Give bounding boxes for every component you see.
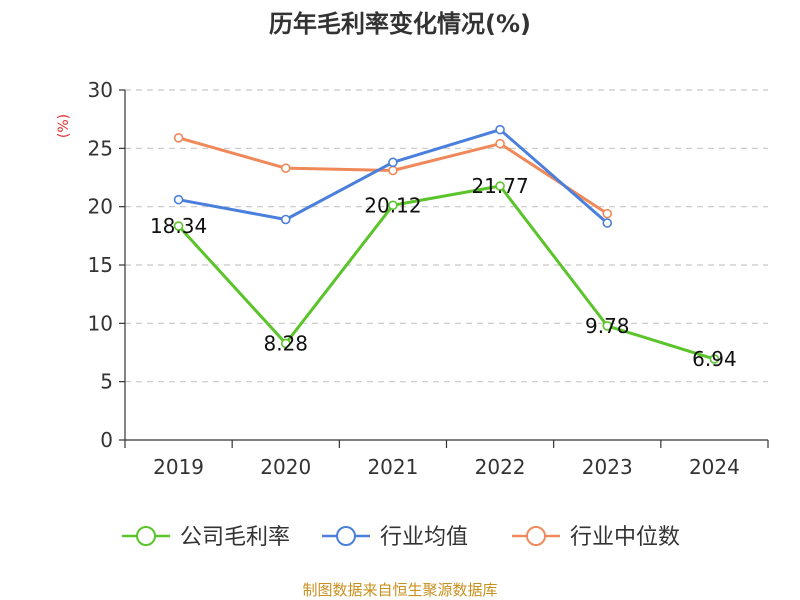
legend-label: 行业中位数 [570, 525, 680, 550]
series-line [177, 184, 715, 361]
data-point [173, 194, 184, 205]
legend: 公司毛利率 行业均值 行业中位数 [122, 525, 680, 550]
data-point [280, 163, 291, 173]
data-point [602, 208, 613, 219]
y-tick-label: 10 [88, 311, 113, 335]
axes: 0 5 10 15 20 25 30 2019 2020 2021 2022 2023 2024 [88, 78, 769, 479]
legend-label: 行业均值 [380, 525, 468, 550]
grid-lines [125, 89, 768, 383]
data-point [602, 321, 613, 331]
data-point [602, 218, 613, 228]
source-note: 制图数据来自恒生聚源数据库 [302, 581, 497, 599]
y-tick-label: 5 [100, 370, 113, 394]
data-point [709, 354, 720, 364]
data-point [173, 133, 184, 143]
y-axis-unit: (%) [56, 114, 72, 138]
data-label: 9.78 [585, 314, 630, 338]
data-label: 18.34 [150, 214, 207, 238]
x-tick-label: 2024 [689, 455, 740, 479]
data-label: 20.12 [364, 193, 421, 217]
data-label: 21.77 [471, 174, 528, 198]
x-tick-label: 2020 [260, 455, 311, 479]
data-labels: 18.34 8.28 20.12 21.77 9.78 6.94 [150, 174, 737, 371]
legend-label: 公司毛利率 [180, 525, 290, 550]
data-point [495, 138, 505, 149]
chart-title: 历年毛利率变化情况(%) [269, 10, 531, 38]
data-label: 8.28 [263, 331, 308, 355]
x-tick-label: 2023 [582, 455, 633, 479]
x-tick-label: 2021 [367, 455, 418, 479]
data-point [388, 200, 398, 211]
legend-marker [526, 526, 546, 546]
data-point [280, 338, 291, 349]
legend-marker [136, 526, 156, 546]
data-point [173, 221, 184, 231]
y-tick-label: 25 [88, 136, 113, 160]
data-point [388, 165, 398, 176]
y-tick-label: 20 [88, 195, 113, 219]
data-point [280, 214, 291, 225]
y-tick-label: 30 [88, 78, 113, 102]
legend-marker [336, 526, 356, 546]
data-label: 6.94 [692, 347, 737, 371]
x-tick-label: 2022 [475, 455, 526, 479]
data-point [388, 157, 398, 168]
series-lines [173, 124, 720, 364]
y-tick-label: 15 [88, 253, 113, 277]
data-point [495, 124, 505, 135]
data-point [495, 181, 505, 191]
x-tick-label: 2019 [153, 455, 204, 479]
y-tick-label: 0 [100, 428, 113, 452]
